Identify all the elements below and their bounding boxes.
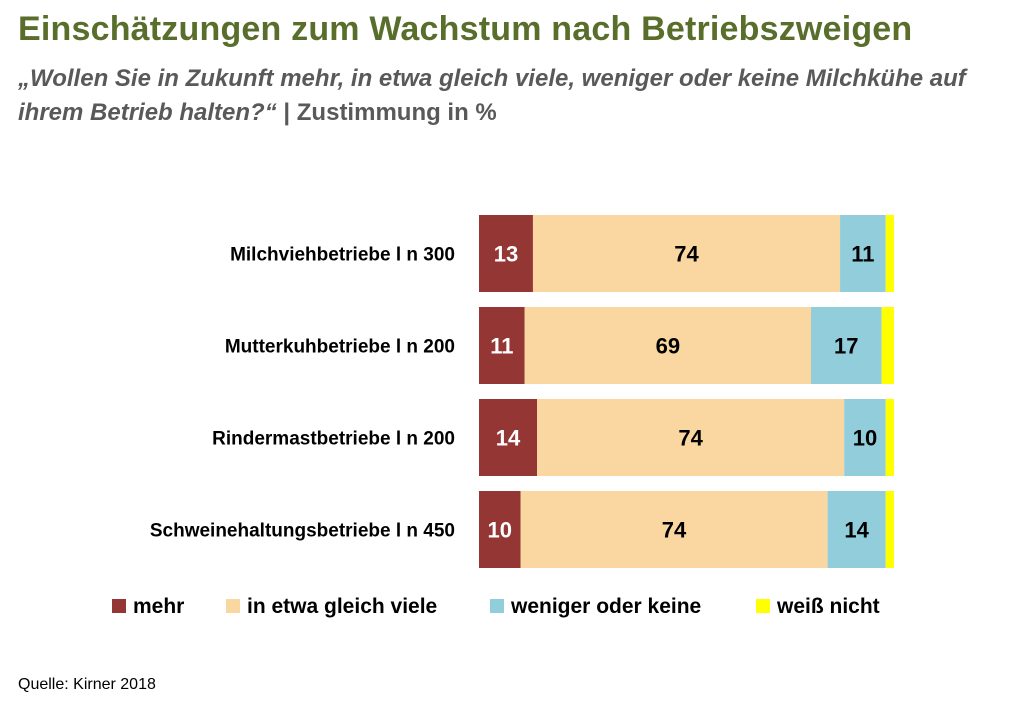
data-label: 74: [674, 242, 699, 267]
bar-weniger-oder-keine: [840, 215, 886, 292]
bar-in-etwa-gleich-viele: [537, 399, 845, 476]
bar-weiss-nicht: [885, 491, 894, 568]
legend-label-weniger-oder-keine: weniger oder keine: [510, 595, 701, 618]
data-label: 14: [844, 518, 869, 543]
data-label: 10: [488, 518, 512, 543]
bar-mehr: [479, 399, 538, 476]
subtitle-suffix: | Zustimmung in %: [276, 99, 497, 126]
data-label: 13: [494, 242, 518, 267]
data-label: 10: [853, 426, 877, 451]
legend-swatch-weniger-oder-keine: [490, 599, 504, 613]
data-label: 74: [678, 426, 703, 451]
bar-mehr: [479, 307, 525, 384]
bar-weiss-nicht: [885, 399, 894, 476]
data-label: 11: [851, 242, 874, 267]
data-label: 14: [496, 426, 521, 451]
category-label: Milchviehbetriebe l n 300: [230, 245, 455, 266]
subtitle-question: „Wollen Sie in Zukunft mehr, in etwa gle…: [18, 65, 966, 126]
bar-weiss-nicht: [881, 307, 894, 384]
bar-in-etwa-gleich-viele: [524, 307, 811, 384]
category-label: Mutterkuhbetriebe l n 200: [225, 337, 455, 358]
source-note: Quelle: Kirner 2018: [18, 676, 156, 693]
chart-title: Einschätzungen zum Wachstum nach Betrieb…: [18, 10, 913, 48]
data-label: 17: [834, 334, 858, 359]
bar-weiss-nicht: [885, 215, 894, 292]
bar-in-etwa-gleich-viele: [520, 491, 828, 568]
category-label: Schweinehaltungsbetriebe l n 450: [150, 521, 455, 542]
legend-label-mehr: mehr: [133, 595, 184, 618]
data-label: 11: [490, 334, 513, 359]
bar-mehr: [479, 215, 533, 292]
bar-mehr: [479, 491, 521, 568]
bar-weniger-oder-keine: [844, 399, 886, 476]
chart-subtitle: „Wollen Sie in Zukunft mehr, in etwa gle…: [18, 62, 978, 130]
legend-swatch-weiss-nicht: [756, 599, 770, 613]
data-label: 74: [662, 518, 687, 543]
legend-label-in-etwa-gleich-viele: in etwa gleich viele: [247, 595, 437, 618]
legend-label-weiss-nicht: weiß nicht: [776, 595, 880, 618]
category-label: Rindermastbetriebe l n 200: [212, 429, 455, 450]
bar-weniger-oder-keine: [811, 307, 882, 384]
bar-in-etwa-gleich-viele: [532, 215, 841, 292]
bar-weniger-oder-keine: [827, 491, 886, 568]
data-label: 69: [656, 334, 680, 359]
legend-swatch-mehr: [112, 599, 126, 613]
legend-swatch-in-etwa-gleich-viele: [226, 599, 240, 613]
